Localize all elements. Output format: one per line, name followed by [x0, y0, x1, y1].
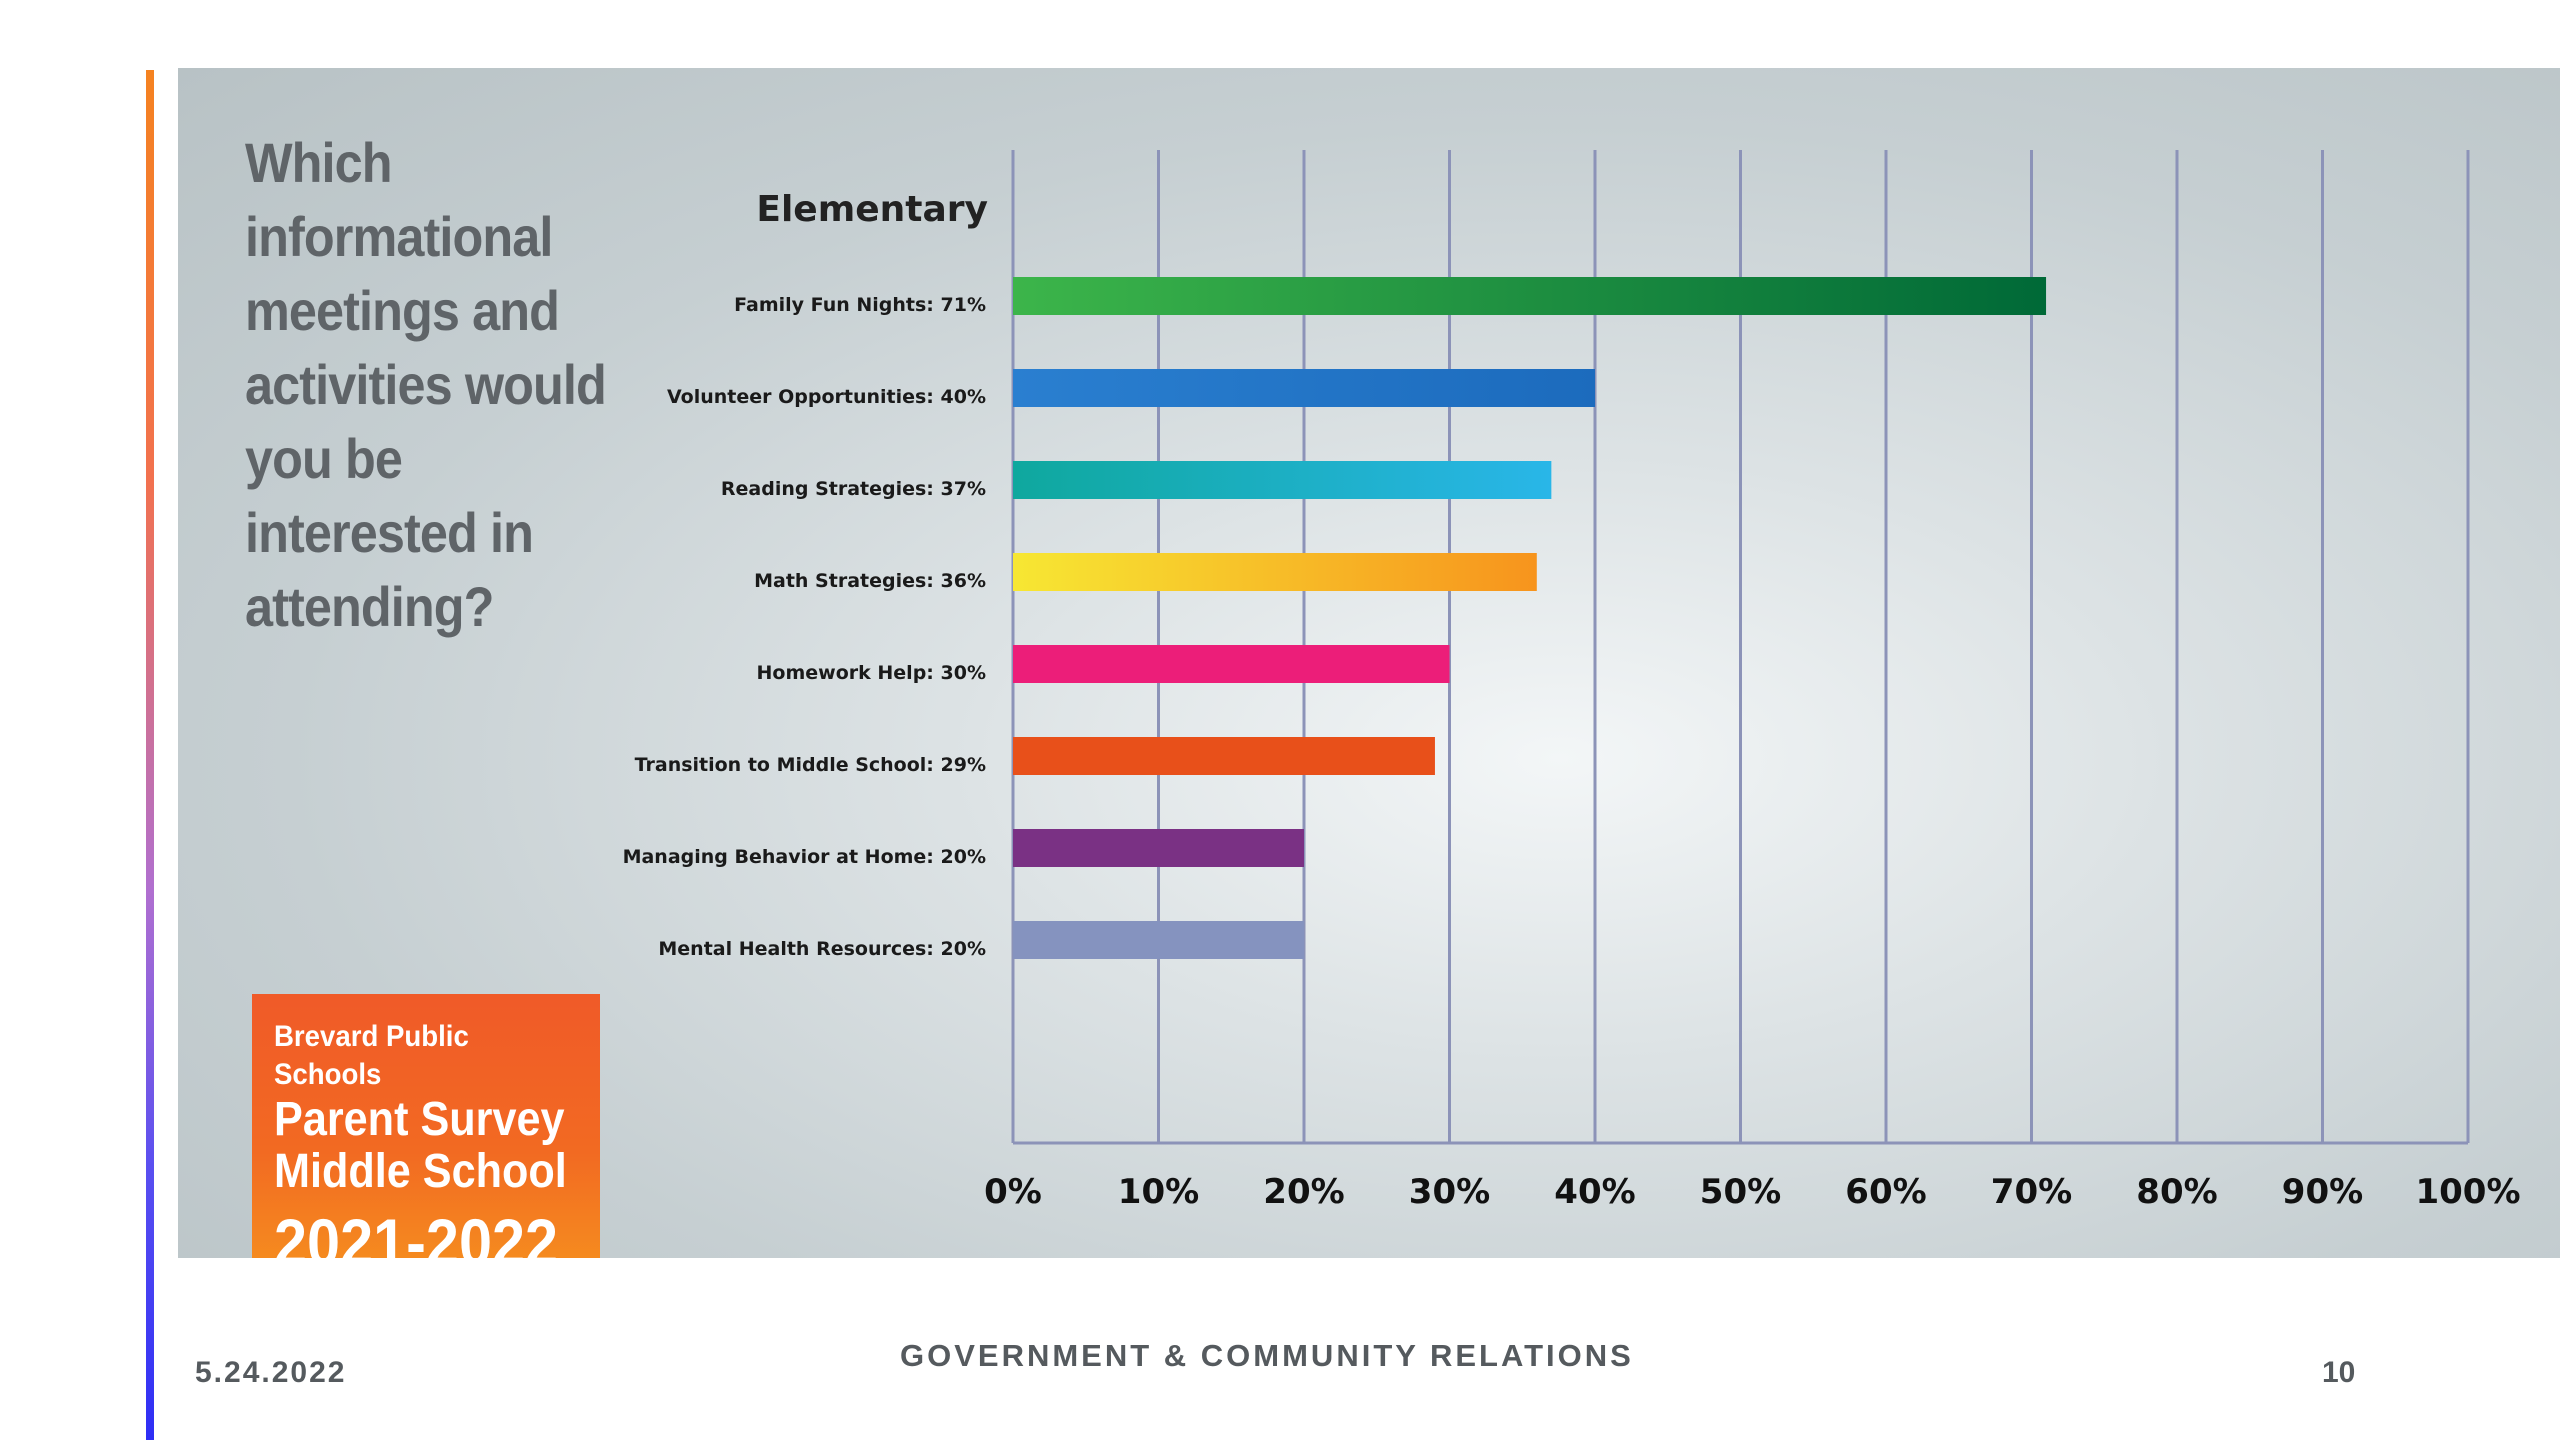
x-tick-label: 20%	[1263, 1172, 1344, 1212]
bar	[1013, 829, 1304, 867]
x-tick-label: 50%	[1700, 1172, 1781, 1212]
x-tick-label: 0%	[984, 1172, 1042, 1212]
x-tick-label: 100%	[2415, 1172, 2520, 1212]
x-tick-label: 40%	[1554, 1172, 1635, 1212]
slide-panel: Which informational meetings and activit…	[178, 68, 2560, 1258]
category-label: Family Fun Nights: 71%	[734, 294, 986, 316]
x-tick-label: 30%	[1409, 1172, 1490, 1212]
bar	[1013, 645, 1450, 683]
bar	[1013, 553, 1537, 591]
category-label: Homework Help: 30%	[757, 662, 986, 684]
chart-title: Elementary	[756, 189, 988, 230]
bar	[1013, 369, 1595, 407]
survey-badge: Brevard Public Schools Parent Survey Mid…	[252, 994, 600, 1258]
bar	[1013, 921, 1304, 959]
footer-department: GOVERNMENT & COMMUNITY RELATIONS	[900, 1338, 1634, 1373]
category-label: Volunteer Opportunities: 40%	[667, 386, 986, 408]
category-label: Math Strategies: 36%	[754, 570, 986, 592]
x-tick-label: 10%	[1118, 1172, 1199, 1212]
page-number: 10	[2322, 1356, 2356, 1389]
category-label: Managing Behavior at Home: 20%	[623, 846, 986, 868]
category-label: Mental Health Resources: 20%	[658, 938, 986, 960]
bar-chart: Family Fun Nights: 71% Volunteer Opportun…	[623, 150, 2521, 1212]
x-tick-label: 70%	[1991, 1172, 2072, 1212]
x-tick-label: 60%	[1845, 1172, 1926, 1212]
category-label: Reading Strategies: 37%	[721, 478, 986, 500]
accent-line	[146, 70, 154, 1440]
category-label: Transition to Middle School: 29%	[635, 754, 986, 776]
badge-level: Middle School	[274, 1145, 567, 1198]
x-tick-label: 80%	[2136, 1172, 2217, 1212]
x-tick-label: 90%	[2282, 1172, 2363, 1212]
badge-survey: Parent Survey	[274, 1093, 565, 1146]
bar	[1013, 737, 1435, 775]
bar	[1013, 461, 1552, 499]
badge-year: 2021-2022	[274, 1205, 559, 1258]
footer-date: 5.24.2022	[195, 1356, 347, 1389]
question-heading: Which informational meetings and activit…	[245, 131, 607, 638]
bar	[1013, 277, 2047, 315]
badge-district: Brevard Public Schools	[274, 1020, 469, 1091]
